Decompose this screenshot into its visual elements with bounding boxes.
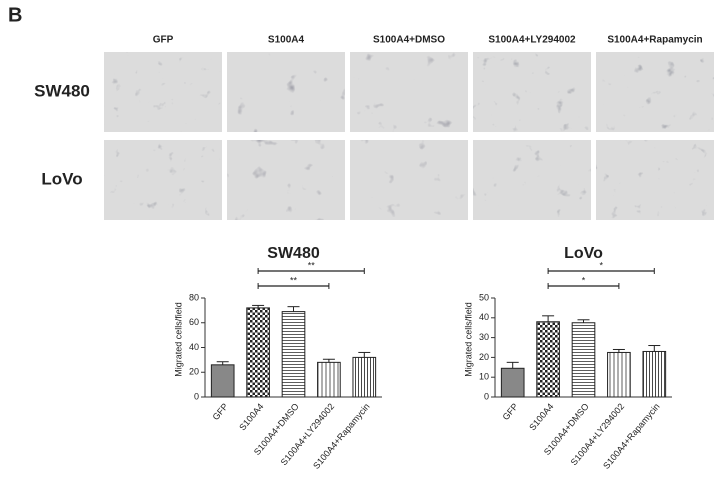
x-tick-label: S100A4 <box>237 401 265 432</box>
micrograph <box>104 140 222 220</box>
x-tick-label: S100A4 <box>527 401 555 432</box>
column-label: S100A4+DMSO <box>373 35 445 46</box>
micrograph <box>596 52 714 132</box>
y-tick-label: 20 <box>479 352 489 362</box>
column-label: GFP <box>153 35 174 46</box>
bar <box>571 322 596 398</box>
x-tick-label: GFP <box>210 401 230 422</box>
y-tick-label: 80 <box>189 292 199 302</box>
error-bar <box>216 361 229 365</box>
y-tick-label: 20 <box>189 367 199 377</box>
y-tick-label: 0 <box>484 391 489 401</box>
error-bar <box>577 319 590 323</box>
micrograph <box>227 140 345 220</box>
micrograph-grid: GFP S100A4 S100A4+DMSO S100A4+LY294002 S100A… <box>34 35 714 220</box>
y-tick-label: 60 <box>189 317 199 327</box>
micrograph <box>473 52 591 132</box>
charts: SW480 Migrated cells/field 0 20 40 60 80 GFP S10… <box>173 245 672 471</box>
figure-label: B <box>8 4 22 26</box>
significance-label: * <box>599 260 603 270</box>
chart-title: SW480 <box>267 245 320 262</box>
column-label: S100A4+LY294002 <box>488 35 576 46</box>
error-bar <box>287 306 300 312</box>
row-label: SW480 <box>34 81 90 100</box>
error-bar <box>506 361 519 369</box>
column-label: S100A4 <box>268 35 305 46</box>
error-bar <box>252 304 265 308</box>
x-tick-label: GFP <box>500 401 520 422</box>
y-axis-label: Migrated cells/field <box>173 302 183 377</box>
error-bar <box>358 351 371 358</box>
bar <box>352 356 377 398</box>
error-bar <box>612 348 625 353</box>
significance-label: ** <box>308 260 316 270</box>
micrograph <box>473 140 591 220</box>
error-bar <box>648 345 661 352</box>
micrograph <box>350 140 468 220</box>
y-tick-label: 30 <box>479 332 489 342</box>
y-tick-label: 0 <box>194 391 199 401</box>
bar <box>642 350 667 398</box>
y-tick-label: 50 <box>479 292 489 302</box>
bar <box>210 364 235 398</box>
bar <box>500 367 525 398</box>
y-tick-label: 40 <box>479 312 489 322</box>
bar <box>246 307 270 398</box>
y-tick-label: 40 <box>189 342 199 352</box>
column-label: S100A4+Rapamycin <box>607 35 702 46</box>
y-axis-label: Migrated cells/field <box>463 302 473 377</box>
micrograph <box>227 52 345 132</box>
bar <box>536 321 560 398</box>
row-label: LoVo <box>41 169 82 188</box>
bar <box>281 311 306 398</box>
significance-label: * <box>582 275 586 285</box>
micrograph <box>104 52 222 132</box>
error-bar <box>542 315 555 322</box>
error-bar <box>322 358 335 363</box>
significance-label: ** <box>290 275 298 285</box>
micrograph <box>596 140 714 220</box>
bar <box>607 351 631 398</box>
micrograph <box>350 52 468 132</box>
y-tick-label: 10 <box>479 372 489 382</box>
chart-title: LoVo <box>564 245 603 262</box>
bar <box>317 361 341 398</box>
